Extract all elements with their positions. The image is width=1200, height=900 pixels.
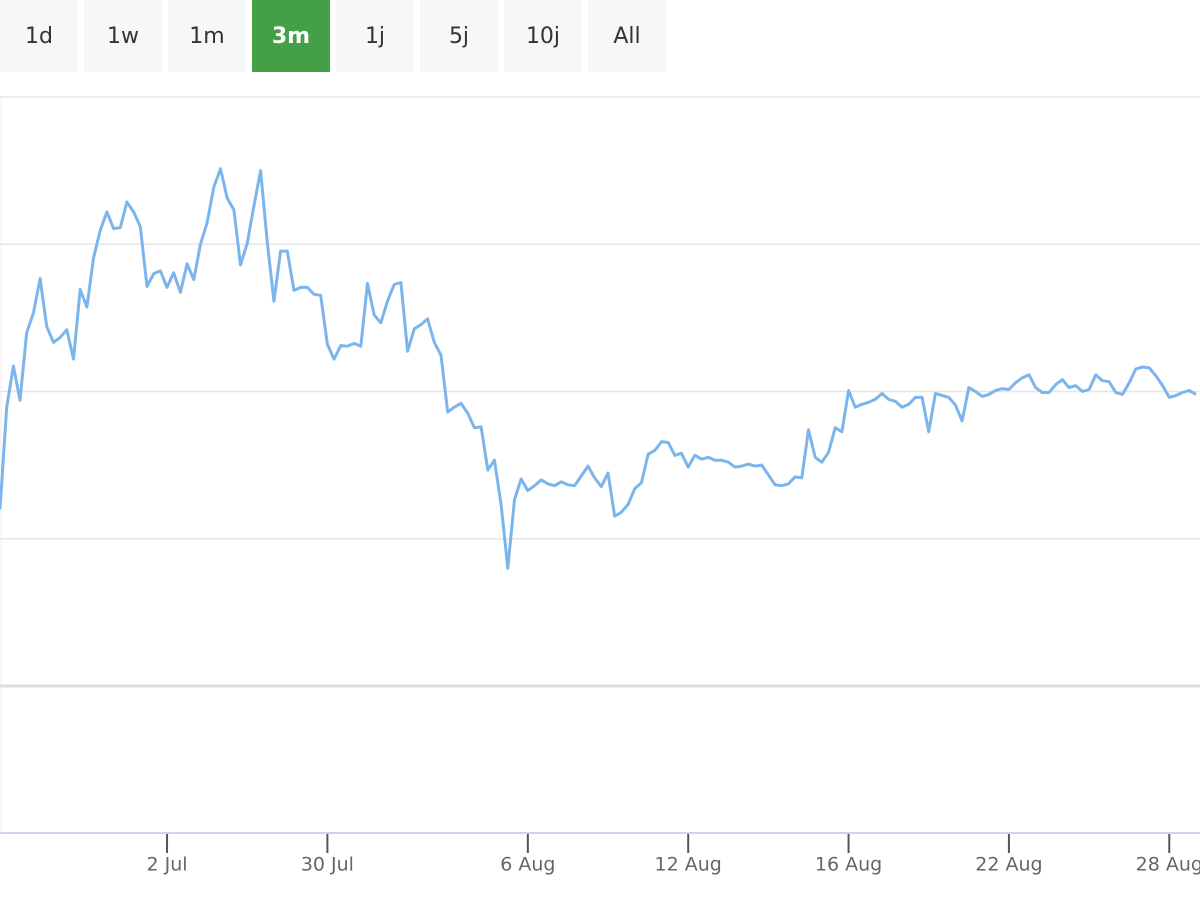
range-button[interactable]: 1m — [168, 0, 246, 72]
range-button[interactable]: 10j — [504, 0, 582, 72]
range-button[interactable]: 5j — [420, 0, 498, 72]
x-tick-label: 30 Jul — [301, 854, 354, 876]
range-button[interactable]: 3m — [252, 0, 330, 72]
range-button[interactable]: 1j — [336, 0, 414, 72]
x-tick-label: 12 Aug — [655, 854, 722, 876]
range-button[interactable]: All — [588, 0, 666, 72]
x-tick-label: 16 Aug — [815, 854, 882, 876]
x-tick-label: 28 Aug — [1136, 854, 1200, 876]
range-button[interactable]: 1d — [0, 0, 78, 72]
price-line — [0, 167, 1197, 570]
x-tick-label: 2 Jul — [147, 854, 188, 876]
x-tick-label: 22 Aug — [975, 854, 1042, 876]
x-tick-label: 6 Aug — [500, 854, 555, 876]
range-button[interactable]: 1w — [84, 0, 162, 72]
range-selector: 1d 1w 1m 3m 1j 5j 10j All — [0, 0, 666, 72]
